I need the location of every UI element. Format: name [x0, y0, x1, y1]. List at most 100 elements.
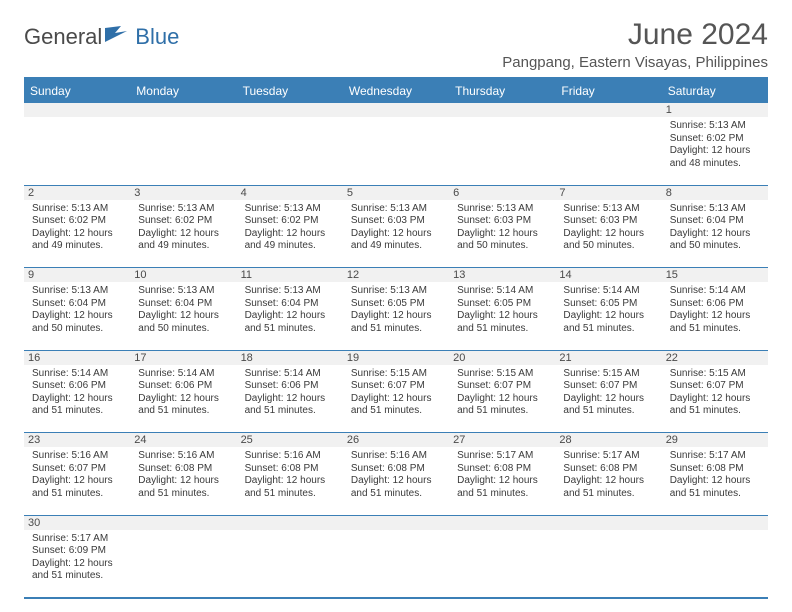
- day-details: Sunrise: 5:16 AMSunset: 6:08 PMDaylight:…: [134, 449, 232, 503]
- day-cell: Sunrise: 5:14 AMSunset: 6:05 PMDaylight:…: [555, 282, 661, 350]
- calendar-table: SundayMondayTuesdayWednesdayThursdayFrid…: [24, 77, 768, 599]
- day-cell: Sunrise: 5:13 AMSunset: 6:04 PMDaylight:…: [662, 200, 768, 268]
- day-cell: Sunrise: 5:13 AMSunset: 6:02 PMDaylight:…: [237, 200, 343, 268]
- day-details: Sunrise: 5:13 AMSunset: 6:02 PMDaylight:…: [241, 202, 339, 256]
- day-cell: Sunrise: 5:13 AMSunset: 6:02 PMDaylight:…: [662, 117, 768, 185]
- day-number: 16: [24, 350, 130, 365]
- day-cell: Sunrise: 5:14 AMSunset: 6:06 PMDaylight:…: [24, 365, 130, 433]
- day-number: 13: [449, 268, 555, 283]
- day-number: 4: [237, 185, 343, 200]
- day-cell: Sunrise: 5:13 AMSunset: 6:04 PMDaylight:…: [237, 282, 343, 350]
- day-number-row: 30: [24, 515, 768, 530]
- day-number: 5: [343, 185, 449, 200]
- empty-cell: [662, 515, 768, 530]
- empty-cell: [237, 515, 343, 530]
- day-details: Sunrise: 5:14 AMSunset: 6:06 PMDaylight:…: [241, 367, 339, 421]
- day-details: Sunrise: 5:15 AMSunset: 6:07 PMDaylight:…: [347, 367, 445, 421]
- day-number: 1: [662, 103, 768, 117]
- day-body-row: Sunrise: 5:13 AMSunset: 6:02 PMDaylight:…: [24, 200, 768, 268]
- empty-cell: [343, 530, 449, 598]
- day-number: 23: [24, 433, 130, 448]
- day-details: Sunrise: 5:14 AMSunset: 6:05 PMDaylight:…: [453, 284, 551, 338]
- day-cell: Sunrise: 5:14 AMSunset: 6:05 PMDaylight:…: [449, 282, 555, 350]
- day-details: Sunrise: 5:13 AMSunset: 6:05 PMDaylight:…: [347, 284, 445, 338]
- day-number: 2: [24, 185, 130, 200]
- empty-cell: [555, 530, 661, 598]
- day-cell: Sunrise: 5:13 AMSunset: 6:05 PMDaylight:…: [343, 282, 449, 350]
- empty-cell: [555, 103, 661, 117]
- day-number: 11: [237, 268, 343, 283]
- day-details: Sunrise: 5:13 AMSunset: 6:02 PMDaylight:…: [666, 119, 764, 173]
- day-number: 26: [343, 433, 449, 448]
- day-number-row: 23242526272829: [24, 433, 768, 448]
- month-title: June 2024: [502, 18, 768, 52]
- day-details: Sunrise: 5:14 AMSunset: 6:06 PMDaylight:…: [666, 284, 764, 338]
- empty-cell: [449, 530, 555, 598]
- day-number: 21: [555, 350, 661, 365]
- day-cell: Sunrise: 5:13 AMSunset: 6:03 PMDaylight:…: [555, 200, 661, 268]
- day-details: Sunrise: 5:13 AMSunset: 6:02 PMDaylight:…: [28, 202, 126, 256]
- weekday-header: Thursday: [449, 78, 555, 103]
- day-details: Sunrise: 5:13 AMSunset: 6:04 PMDaylight:…: [241, 284, 339, 338]
- day-details: Sunrise: 5:17 AMSunset: 6:08 PMDaylight:…: [453, 449, 551, 503]
- weekday-header: Monday: [130, 78, 236, 103]
- day-details: Sunrise: 5:17 AMSunset: 6:08 PMDaylight:…: [666, 449, 764, 503]
- day-number: 29: [662, 433, 768, 448]
- day-details: Sunrise: 5:13 AMSunset: 6:03 PMDaylight:…: [453, 202, 551, 256]
- day-body-row: Sunrise: 5:13 AMSunset: 6:02 PMDaylight:…: [24, 117, 768, 185]
- location-text: Pangpang, Eastern Visayas, Philippines: [502, 54, 768, 71]
- day-cell: Sunrise: 5:13 AMSunset: 6:04 PMDaylight:…: [130, 282, 236, 350]
- empty-cell: [237, 103, 343, 117]
- day-cell: Sunrise: 5:17 AMSunset: 6:08 PMDaylight:…: [662, 447, 768, 515]
- day-cell: Sunrise: 5:15 AMSunset: 6:07 PMDaylight:…: [343, 365, 449, 433]
- weekday-header: Friday: [555, 78, 661, 103]
- empty-cell: [343, 103, 449, 117]
- day-details: Sunrise: 5:16 AMSunset: 6:08 PMDaylight:…: [347, 449, 445, 503]
- day-number: 20: [449, 350, 555, 365]
- day-number-row: 2345678: [24, 185, 768, 200]
- day-details: Sunrise: 5:13 AMSunset: 6:03 PMDaylight:…: [559, 202, 657, 256]
- day-cell: Sunrise: 5:13 AMSunset: 6:03 PMDaylight:…: [343, 200, 449, 268]
- day-number: 3: [130, 185, 236, 200]
- weekday-header: Tuesday: [237, 78, 343, 103]
- weekday-header: Sunday: [24, 78, 130, 103]
- day-cell: Sunrise: 5:16 AMSunset: 6:08 PMDaylight:…: [237, 447, 343, 515]
- day-cell: Sunrise: 5:13 AMSunset: 6:04 PMDaylight:…: [24, 282, 130, 350]
- day-cell: Sunrise: 5:14 AMSunset: 6:06 PMDaylight:…: [662, 282, 768, 350]
- brand-part1: General: [24, 24, 102, 50]
- day-details: Sunrise: 5:13 AMSunset: 6:04 PMDaylight:…: [666, 202, 764, 256]
- empty-cell: [24, 117, 130, 185]
- day-cell: Sunrise: 5:17 AMSunset: 6:08 PMDaylight:…: [449, 447, 555, 515]
- day-details: Sunrise: 5:17 AMSunset: 6:09 PMDaylight:…: [28, 532, 126, 586]
- empty-cell: [237, 530, 343, 598]
- day-details: Sunrise: 5:16 AMSunset: 6:07 PMDaylight:…: [28, 449, 126, 503]
- day-number: 30: [24, 515, 130, 530]
- day-cell: Sunrise: 5:15 AMSunset: 6:07 PMDaylight:…: [555, 365, 661, 433]
- empty-cell: [449, 103, 555, 117]
- day-number: 17: [130, 350, 236, 365]
- calendar-body: 1 Sunrise: 5:13 AMSunset: 6:02 PMDaylight…: [24, 103, 768, 598]
- page-header: General Blue June 2024 Pangpang, Eastern…: [24, 18, 768, 71]
- day-cell: Sunrise: 5:16 AMSunset: 6:07 PMDaylight:…: [24, 447, 130, 515]
- day-cell: Sunrise: 5:15 AMSunset: 6:07 PMDaylight:…: [662, 365, 768, 433]
- empty-cell: [130, 530, 236, 598]
- day-cell: Sunrise: 5:17 AMSunset: 6:08 PMDaylight:…: [555, 447, 661, 515]
- empty-cell: [130, 515, 236, 530]
- empty-cell: [662, 530, 768, 598]
- day-number: 9: [24, 268, 130, 283]
- day-details: Sunrise: 5:15 AMSunset: 6:07 PMDaylight:…: [666, 367, 764, 421]
- day-cell: Sunrise: 5:15 AMSunset: 6:07 PMDaylight:…: [449, 365, 555, 433]
- day-body-row: Sunrise: 5:17 AMSunset: 6:09 PMDaylight:…: [24, 530, 768, 598]
- day-cell: Sunrise: 5:13 AMSunset: 6:02 PMDaylight:…: [130, 200, 236, 268]
- day-number: 10: [130, 268, 236, 283]
- day-details: Sunrise: 5:13 AMSunset: 6:03 PMDaylight:…: [347, 202, 445, 256]
- day-cell: Sunrise: 5:17 AMSunset: 6:09 PMDaylight:…: [24, 530, 130, 598]
- day-number-row: 16171819202122: [24, 350, 768, 365]
- day-body-row: Sunrise: 5:13 AMSunset: 6:04 PMDaylight:…: [24, 282, 768, 350]
- day-details: Sunrise: 5:16 AMSunset: 6:08 PMDaylight:…: [241, 449, 339, 503]
- day-number: 8: [662, 185, 768, 200]
- day-cell: Sunrise: 5:14 AMSunset: 6:06 PMDaylight:…: [237, 365, 343, 433]
- empty-cell: [130, 117, 236, 185]
- weekday-header: Wednesday: [343, 78, 449, 103]
- empty-cell: [130, 103, 236, 117]
